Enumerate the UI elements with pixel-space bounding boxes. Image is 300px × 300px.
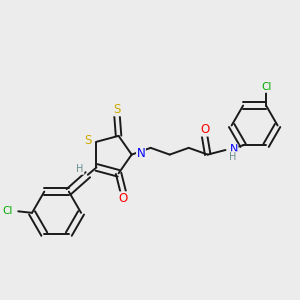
Text: H: H [76,164,84,174]
Text: N: N [230,144,238,154]
Text: S: S [85,134,92,147]
Text: Cl: Cl [2,206,13,216]
Text: N: N [136,148,145,160]
Text: Cl: Cl [261,82,271,92]
Text: S: S [113,103,121,116]
Text: H: H [230,152,237,162]
Text: O: O [118,192,128,205]
Text: O: O [200,123,209,136]
